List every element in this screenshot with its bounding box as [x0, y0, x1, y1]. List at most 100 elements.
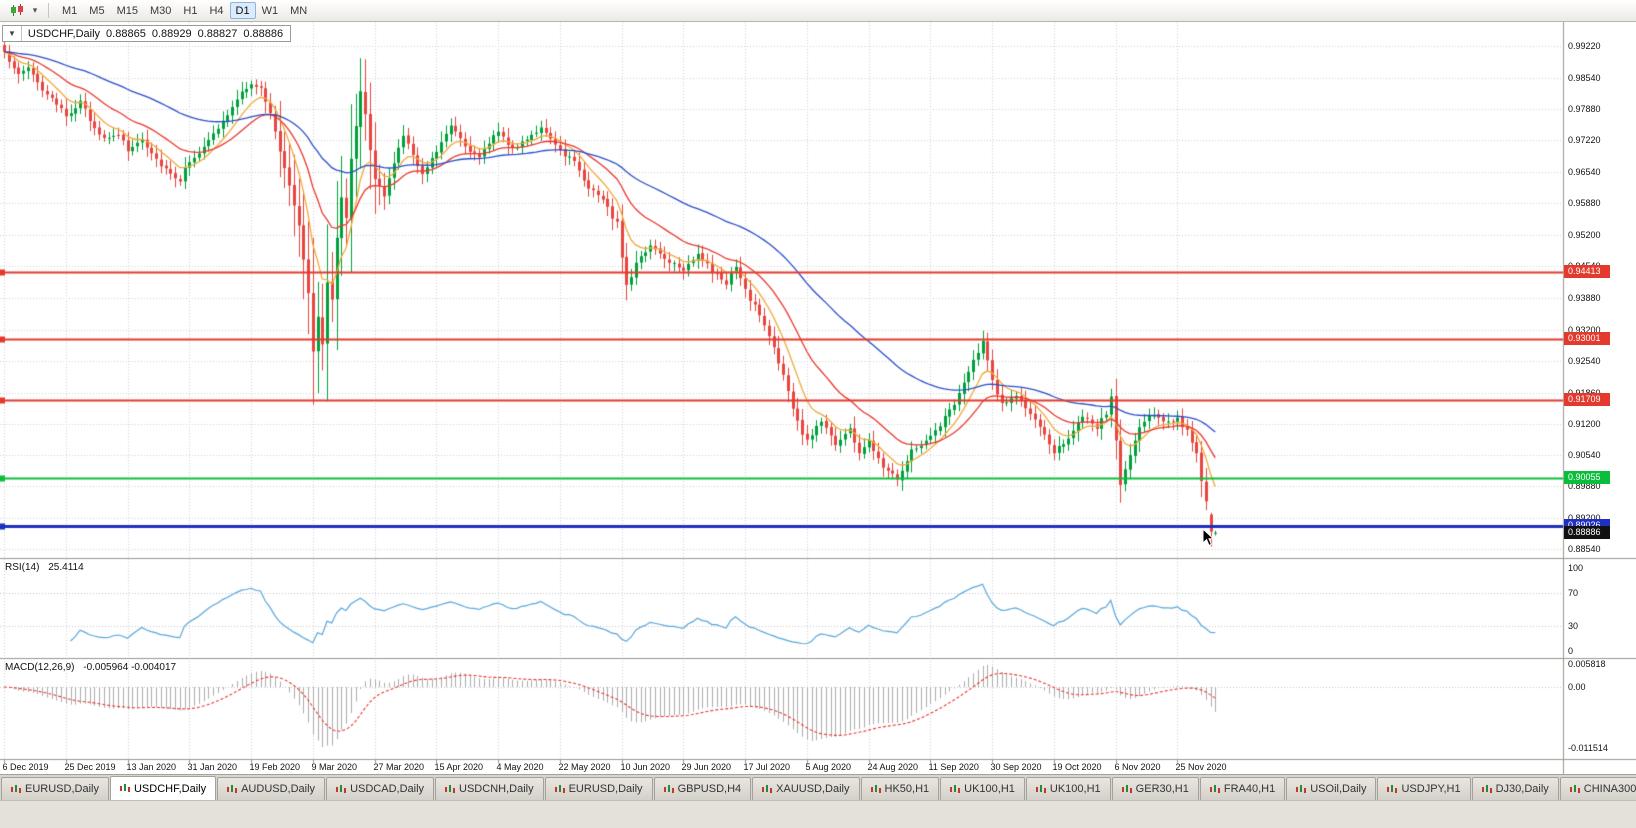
one-click-trading-toggle[interactable]: ▼ [3, 26, 22, 41]
symbol-tab-usdchf-daily[interactable]: USDCHF,Daily [109, 776, 217, 800]
date-axis-label: 25 Nov 2020 [1175, 762, 1227, 772]
date-axis-label: 24 Aug 2020 [867, 762, 919, 772]
timeframe-button-m30[interactable]: M30 [144, 2, 177, 19]
symbol-period-label: USDCHF,Daily [27, 27, 101, 40]
mini-chart-icon [870, 784, 881, 795]
date-axis-label: 6 Dec 2019 [2, 762, 49, 772]
symbol-tab-uk100-h1[interactable]: UK100,H1 [940, 777, 1025, 800]
rsi-value: 25.4114 [48, 562, 84, 573]
ohlc-readout: ▼ USDCHF,Daily 0.88865 0.88929 0.88827 0… [2, 25, 292, 42]
price-axis-label: 0.95880 [1568, 198, 1601, 209]
symbol-tab-dj30-daily[interactable]: DJ30,Daily [1471, 777, 1559, 800]
mini-chart-icon [1209, 784, 1220, 795]
timeframe-button-h4[interactable]: H4 [203, 2, 229, 19]
mini-chart-icon [554, 784, 565, 795]
price-axis-label: 0.91860 [1568, 388, 1601, 398]
current-price-tag: 0.88886 [1564, 525, 1610, 539]
price-axis-label: 0.93200 [1568, 324, 1601, 335]
tab-label: USDCNH,Daily [459, 783, 534, 795]
date-axis-label: 11 Sep 2020 [928, 762, 979, 772]
date-axis-label: 29 Jun 2020 [681, 762, 732, 772]
tab-label: DJ30,Daily [1495, 783, 1549, 795]
mini-chart-icon [1481, 784, 1492, 795]
macd-scale-top-label: 0.005818 [1568, 659, 1606, 669]
price-axis-label: 0.89880 [1568, 480, 1601, 491]
symbol-tab-usdjpy-h1[interactable]: USDJPY,H1 [1377, 777, 1471, 800]
rsi-scale-label: 70 [1568, 587, 1579, 598]
status-bar [0, 800, 1636, 828]
symbol-tab-uk100-h1[interactable]: UK100,H1 [1025, 777, 1111, 800]
date-axis-label: 19 Oct 2020 [1052, 762, 1102, 772]
tab-label: UK100,H1 [1049, 783, 1101, 795]
symbol-tab-xauusd-daily[interactable]: XAUUSD,Daily [752, 777, 860, 800]
price-axis-label: 0.97880 [1568, 104, 1601, 115]
tab-label: EURUSD,Daily [568, 783, 643, 795]
price-axis-label: 0.88540 [1568, 544, 1601, 554]
tab-label: XAUUSD,Daily [776, 783, 850, 795]
mouse-cursor-icon [1202, 527, 1215, 550]
symbol-tab-usoil-daily[interactable]: USOil,Daily [1286, 777, 1377, 800]
macd-name: MACD(12,26,9) [5, 662, 75, 673]
timeframe-button-h1[interactable]: H1 [177, 2, 203, 19]
chart-region[interactable]: ▼ USDCHF,Daily 0.88865 0.88929 0.88827 0… [0, 22, 1636, 774]
high-value: 0.88929 [151, 27, 192, 40]
date-axis-label: 22 May 2020 [558, 762, 611, 772]
price-axis-label: 0.92540 [1568, 355, 1601, 366]
date-axis-label: 25 Dec 2019 [64, 762, 116, 772]
tab-label: USDCAD,Daily [350, 783, 425, 795]
timeframe-button-d1[interactable]: D1 [229, 2, 256, 19]
tab-label: EURUSD,Daily [25, 783, 99, 795]
hline-price-tag: 0.90055 [1564, 470, 1610, 484]
hline-price-tag: 0.94413 [1564, 265, 1610, 279]
price-chart-canvas[interactable] [0, 22, 1636, 774]
date-axis-label: 30 Sep 2020 [990, 762, 1042, 772]
mini-chart-icon [119, 783, 130, 794]
date-axis-label: 27 Mar 2020 [373, 762, 425, 772]
mini-chart-icon [1035, 784, 1046, 795]
macd-scale-zero-label: 0.00 [1568, 682, 1586, 693]
timeframe-button-w1[interactable]: W1 [256, 2, 285, 19]
timeframe-button-m5[interactable]: M5 [83, 2, 110, 19]
tab-label: UK100,H1 [964, 783, 1015, 795]
mini-chart-icon [1296, 784, 1307, 795]
date-axis-label: 6 Nov 2020 [1114, 762, 1161, 772]
close-value: 0.88886 [243, 27, 284, 40]
timeframe-button-m1[interactable]: M1 [56, 2, 83, 19]
symbol-tab-eurusd-daily[interactable]: EURUSD,Daily [1, 777, 109, 800]
price-axis-label: 0.95200 [1568, 230, 1601, 241]
date-axis-label: 10 Jun 2020 [620, 762, 671, 772]
tab-label: USDCHF,Daily [133, 782, 207, 795]
candlestick-chart-icon[interactable] [6, 2, 28, 20]
symbol-tab-ger30-h1[interactable]: GER30,H1 [1111, 777, 1199, 800]
low-value: 0.88827 [197, 27, 238, 40]
macd-values: -0.005964 -0.004017 [83, 662, 177, 673]
rsi-scale-label: 0 [1568, 646, 1574, 656]
timeframe-button-m15[interactable]: M15 [111, 2, 144, 19]
symbol-tab-eurusd-daily[interactable]: EURUSD,Daily [544, 777, 653, 800]
tab-label: CHINA300,H1 [1583, 783, 1636, 795]
symbol-tab-gbpusd-h4[interactable]: GBPUSD,H4 [653, 777, 752, 800]
date-axis-label: 4 May 2020 [496, 762, 544, 772]
date-axis-label: 31 Jan 2020 [187, 762, 238, 772]
date-axis-label: 13 Jan 2020 [126, 762, 177, 772]
symbol-tab-fra40-h1[interactable]: FRA40,H1 [1199, 777, 1286, 800]
mini-chart-icon [1121, 784, 1132, 795]
price-axis-label: 0.99220 [1568, 41, 1601, 51]
symbol-tab-china300-h1[interactable]: CHINA300,H1 [1559, 777, 1636, 800]
price-axis-label: 0.89200 [1568, 512, 1601, 523]
timeframe-button-mn[interactable]: MN [284, 2, 313, 19]
symbol-tab-hk50-h1[interactable]: HK50,H1 [860, 777, 940, 800]
symbol-tab-usdcad-daily[interactable]: USDCAD,Daily [326, 777, 435, 800]
mini-chart-icon [227, 784, 238, 795]
toolbar-separator [48, 3, 49, 18]
chart-type-dropdown-caret-icon[interactable]: ▾ [32, 5, 38, 15]
symbol-tab-usdcnh-daily[interactable]: USDCNH,Daily [435, 777, 544, 800]
symbol-tab-audusd-daily[interactable]: AUDUSD,Daily [217, 777, 326, 800]
tab-label: AUDUSD,Daily [241, 783, 316, 795]
price-axis-label: 0.96540 [1568, 167, 1601, 178]
mini-chart-icon [762, 784, 773, 795]
hline-price-tag: 0.93001 [1564, 331, 1610, 345]
tab-label: USOil,Daily [1310, 783, 1367, 795]
timeframe-button-group: M1 M5 M15 M30 H1 H4 D1 W1 MN [56, 2, 313, 19]
date-axis-label: 5 Aug 2020 [805, 762, 852, 772]
